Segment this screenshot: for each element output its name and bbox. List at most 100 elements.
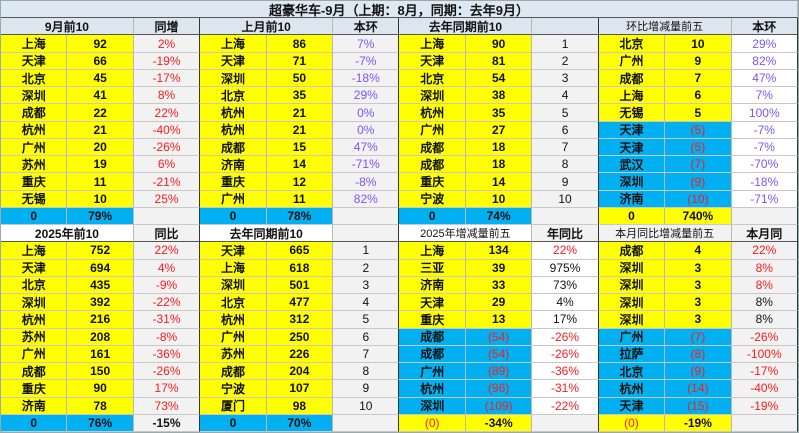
value-cell: 3 [665,294,732,312]
rank-cell: 8 [333,363,400,381]
value-cell: 39 [465,259,533,277]
value-cell: (9) [665,173,732,191]
percent-cell: 0% [333,121,400,139]
city-cell: 广州 [1,345,68,364]
value-cell: 18 [465,156,533,174]
percent-cell: -9% [133,276,201,295]
percent-cell: -17% [133,69,201,88]
city-cell: 苏州 [1,156,68,174]
value-cell: (54) [465,345,533,364]
section-header-metric [532,18,599,36]
city-cell: 杭州 [399,104,466,122]
total-share: 74% [465,207,533,226]
total-share: 740% [665,207,732,226]
percent-cell: 25% [133,190,201,208]
percent-cell: -19% [731,397,798,415]
city-cell: 深圳 [598,259,666,277]
value-cell: (5) [665,121,732,139]
city-cell: 杭州 [598,380,666,398]
value-cell: (5) [665,138,732,157]
rank-cell: 10 [532,190,599,208]
city-cell: 上海 [200,259,267,277]
percent-cell: -18% [731,173,798,191]
total-count: 0 [1,414,68,432]
rank-cell: 3 [532,69,599,88]
city-cell: 杭州 [1,311,68,329]
city-cell: 成都 [1,104,68,122]
rank-cell: 7 [532,138,599,157]
percent-cell: -22% [532,397,599,415]
value-cell: 216 [67,311,134,329]
city-cell: 广州 [200,190,267,208]
section-header: 9月前10 [1,18,134,36]
total-count: 0 [200,414,267,432]
city-cell: 重庆 [399,173,466,191]
city-cell: 上海 [598,87,666,105]
percent-cell: 73% [532,276,599,295]
city-cell: 深圳 [598,276,666,295]
value-cell: 14 [266,156,334,174]
value-cell: 35 [465,104,533,122]
rank-cell: 1 [333,242,400,260]
city-cell: 苏州 [200,345,267,364]
city-cell: 杭州 [200,121,267,139]
city-cell: 无锡 [1,190,68,208]
percent-cell: -26% [532,345,599,364]
value-cell: 618 [266,259,334,277]
percent-cell: -21% [133,173,201,191]
rank-cell: 1 [532,35,599,53]
percent-cell: 8% [731,259,798,277]
total-percent [731,414,798,432]
section-header: 2025年增减量前五 [399,225,533,243]
value-cell: 12 [266,173,334,191]
percent-cell: -31% [133,311,201,329]
city-cell: 苏州 [1,328,68,346]
value-cell: 6 [665,87,732,105]
value-cell: 161 [67,345,134,364]
city-cell: 重庆 [399,311,466,329]
city-cell: 宁波 [200,380,267,398]
value-cell: 29 [465,294,533,312]
city-cell: 天津 [1,52,68,70]
city-cell: 深圳 [200,276,267,295]
percent-cell: -26% [133,138,201,157]
city-cell: 成都 [200,363,267,381]
percent-cell: -18% [333,69,400,88]
percent-cell: -40% [133,121,201,139]
city-cell: 天津 [399,294,466,312]
value-cell: 13 [465,311,533,329]
percent-cell: 73% [133,397,201,415]
city-cell: 北京 [200,87,267,105]
percent-cell: -100% [731,345,798,364]
city-cell: 深圳 [598,311,666,329]
value-cell: 10 [465,190,533,208]
section-header-metric: 本月同 [731,225,798,243]
city-cell: 成都 [598,242,666,260]
total-share: -19% [665,414,732,432]
section-header: 2025年前10 [1,225,134,243]
rank-cell: 2 [532,52,599,70]
city-cell: 广州 [598,328,666,346]
rank-cell: 6 [532,121,599,139]
percent-cell: -26% [731,328,798,346]
percent-cell: -36% [133,345,201,364]
total-percent [532,207,599,226]
total-count: (0) [598,414,666,432]
percent-cell: -8% [333,173,400,191]
rank-cell: 7 [333,345,400,364]
rank-cell: 9 [532,173,599,191]
city-cell: 广州 [200,328,267,346]
city-cell: 天津 [598,138,666,157]
value-cell: 21 [67,121,134,139]
city-cell: 广州 [399,121,466,139]
city-cell: 天津 [1,259,68,277]
percent-cell: -31% [532,380,599,398]
rank-cell: 3 [333,276,400,295]
value-cell: (15) [665,397,732,415]
value-cell: 19 [67,156,134,174]
value-cell: 20 [67,138,134,157]
value-cell: 4 [665,242,732,260]
city-cell: 成都 [399,156,466,174]
value-cell: 21 [266,121,334,139]
